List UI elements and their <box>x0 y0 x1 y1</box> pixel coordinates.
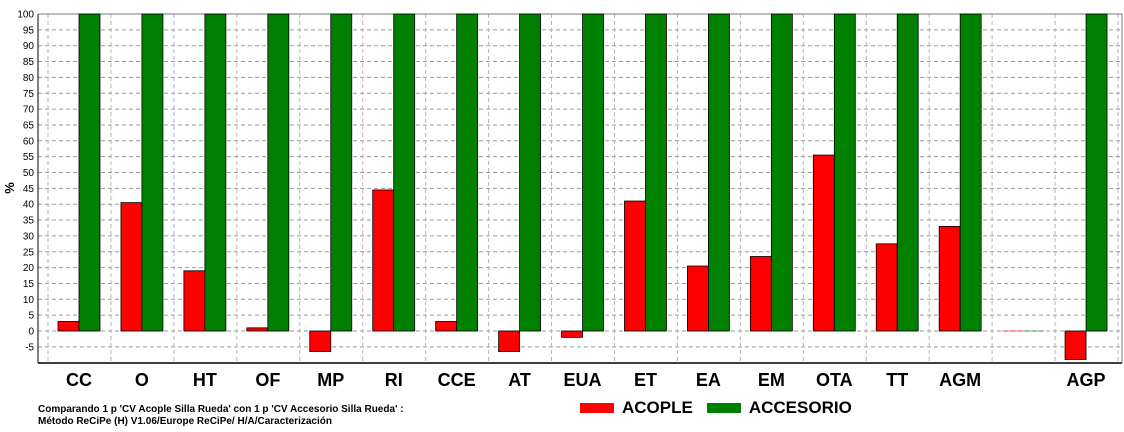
y-tick-labels: 1009590858075706560555045403530252015105… <box>17 10 34 354</box>
y-tick-label: 50 <box>23 168 35 179</box>
legend-label-acople: ACOPLE <box>622 398 693 417</box>
y-tick-label: 60 <box>23 136 35 147</box>
bar-chart: 1009590858075706560555045403530252015105… <box>2 10 1123 390</box>
bar-acople-cce <box>435 321 458 332</box>
bar-acople-ota <box>812 154 835 332</box>
bar-acople-et <box>624 200 646 332</box>
y-tick-label: 80 <box>23 73 35 84</box>
y-tick-label: 40 <box>23 200 35 211</box>
bar-accesorio-of <box>267 13 290 332</box>
legend-swatch-accesorio <box>706 403 741 413</box>
bar-accesorio-ea <box>708 13 730 332</box>
bar-accesorio-mp <box>330 13 353 332</box>
legend-swatch-acople <box>580 403 614 413</box>
y-tick-label: 5 <box>28 311 34 322</box>
bar-acople-cc <box>57 321 80 332</box>
x-tick-label: AT <box>508 370 531 390</box>
y-tick-label: 100 <box>17 10 34 21</box>
y-tick-label: 55 <box>23 152 35 163</box>
x-tick-label: EM <box>758 370 785 390</box>
caption-line-2: Método ReCiPe (H) V1.06/Europe ReCiPe/ H… <box>38 416 332 427</box>
x-tick-label: EUA <box>564 370 602 390</box>
y-tick-label: 15 <box>23 279 35 290</box>
bar-acople-ht <box>183 270 206 332</box>
bar-acople-o <box>120 202 143 332</box>
y-tick-label: 20 <box>23 263 35 274</box>
bar-accesorio-o <box>141 13 164 332</box>
bar-accesorio-agp <box>1085 13 1108 332</box>
y-tick-label: 65 <box>23 120 35 131</box>
bar-accesorio-blank <box>1023 330 1045 332</box>
x-tick-label: EA <box>696 370 721 390</box>
x-tick-label: CCE <box>438 370 476 390</box>
bar-accesorio-ri <box>393 13 416 332</box>
bar-acople-of <box>246 327 269 332</box>
bar-acople-em <box>749 256 772 332</box>
bar-accesorio-tt <box>896 13 919 332</box>
bar-acople-blank <box>1002 330 1024 332</box>
x-tick-label: RI <box>385 370 403 390</box>
bar-acople-agp <box>1064 330 1087 360</box>
x-tick-label: AGP <box>1067 370 1106 390</box>
x-tick-label: CC <box>66 370 92 390</box>
bar-acople-ea <box>687 265 709 332</box>
bar-accesorio-ota <box>833 13 856 332</box>
bar-accesorio-et <box>645 13 667 332</box>
bar-accesorio-cc <box>78 13 101 332</box>
x-tick-label: AGM <box>939 370 981 390</box>
y-tick-label: 70 <box>23 105 35 116</box>
caption-line-1: Comparando 1 p 'CV Acople Silla Rueda' c… <box>38 404 404 415</box>
y-tick-label: 0 <box>28 327 34 338</box>
bar-acople-agm <box>938 225 961 332</box>
y-tick-label: 35 <box>23 216 35 227</box>
bar-accesorio-at <box>519 13 541 332</box>
y-tick-label: 45 <box>23 184 35 195</box>
bar-accesorio-cce <box>456 13 479 332</box>
legend-item-acople: ACOPLE <box>580 398 693 418</box>
x-tick-label: HT <box>193 370 217 390</box>
y-tick-label: 30 <box>23 231 35 242</box>
legend-label-accesorio: ACCESORIO <box>748 398 852 417</box>
x-tick-label: TT <box>886 370 908 390</box>
x-tick-label: ET <box>634 370 657 390</box>
bar-acople-at <box>498 330 520 353</box>
legend: ACOPLE ACCESORIO <box>580 398 866 418</box>
y-tick-label: 10 <box>23 295 35 306</box>
x-tick-label: MP <box>317 370 344 390</box>
y-tick-label: 95 <box>23 25 35 36</box>
y-tick-label: 75 <box>23 89 35 100</box>
x-tick-label: OTA <box>816 370 853 390</box>
y-tick-label: 90 <box>23 41 35 52</box>
y-tick-label: 85 <box>23 57 35 68</box>
y-axis-label: % <box>2 182 17 194</box>
x-tick-label: O <box>135 370 149 390</box>
bar-accesorio-ht <box>204 13 227 332</box>
bar-accesorio-agm <box>959 13 982 332</box>
bar-acople-eua <box>561 330 583 338</box>
bar-acople-mp <box>309 330 332 353</box>
bar-accesorio-eua <box>582 13 604 332</box>
legend-item-accesorio: ACCESORIO <box>706 398 852 418</box>
bar-accesorio-em <box>770 13 793 332</box>
bar-acople-tt <box>875 243 898 332</box>
x-tick-label: OF <box>255 370 280 390</box>
bars <box>57 13 1108 360</box>
bar-acople-ri <box>372 189 395 332</box>
y-tick-label: -5 <box>25 342 34 353</box>
y-tick-label: 25 <box>23 247 35 258</box>
category-labels: CC O HT OF MP RI CCE AT EUA ET EA EM OTA TT AGM AGP <box>66 370 1106 390</box>
chart-caption: Comparando 1 p 'CV Acople Silla Rueda' c… <box>38 404 404 428</box>
